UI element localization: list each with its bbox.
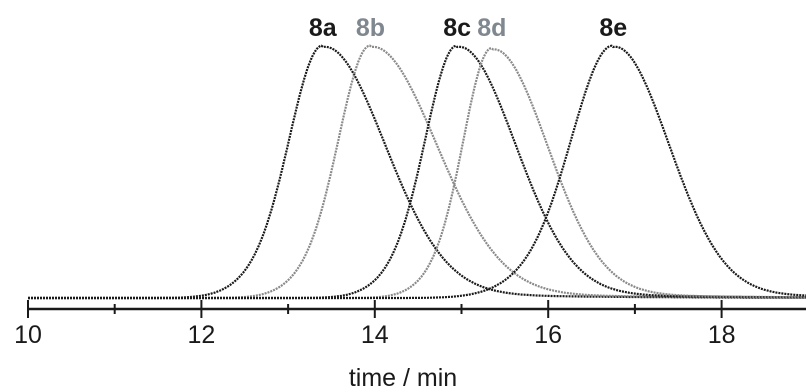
series-labels: 8a 8b 8c 8d 8e (309, 14, 627, 42)
x-tick-label: 18 (708, 321, 736, 349)
x-axis-title: time / min (349, 364, 457, 392)
curves-layer (28, 44, 806, 300)
series-label-8b: 8b (356, 14, 385, 42)
series-label-8a: 8a (309, 14, 338, 42)
x-tick-label: 10 (14, 321, 42, 349)
x-tick-label: 12 (187, 321, 215, 349)
series-line-8d (28, 47, 806, 300)
series-label-8c: 8c (443, 14, 471, 42)
series-line-8c (28, 44, 806, 300)
series-label-8d: 8d (477, 14, 506, 42)
x-tick-label: 16 (534, 321, 562, 349)
x-tick-label: 14 (361, 321, 389, 349)
x-axis: 10 12 14 16 18 (14, 300, 806, 349)
x-axis-ticks: 10 12 14 16 18 (14, 300, 736, 349)
series-label-8e: 8e (599, 14, 627, 42)
series-line-8e (28, 44, 806, 300)
